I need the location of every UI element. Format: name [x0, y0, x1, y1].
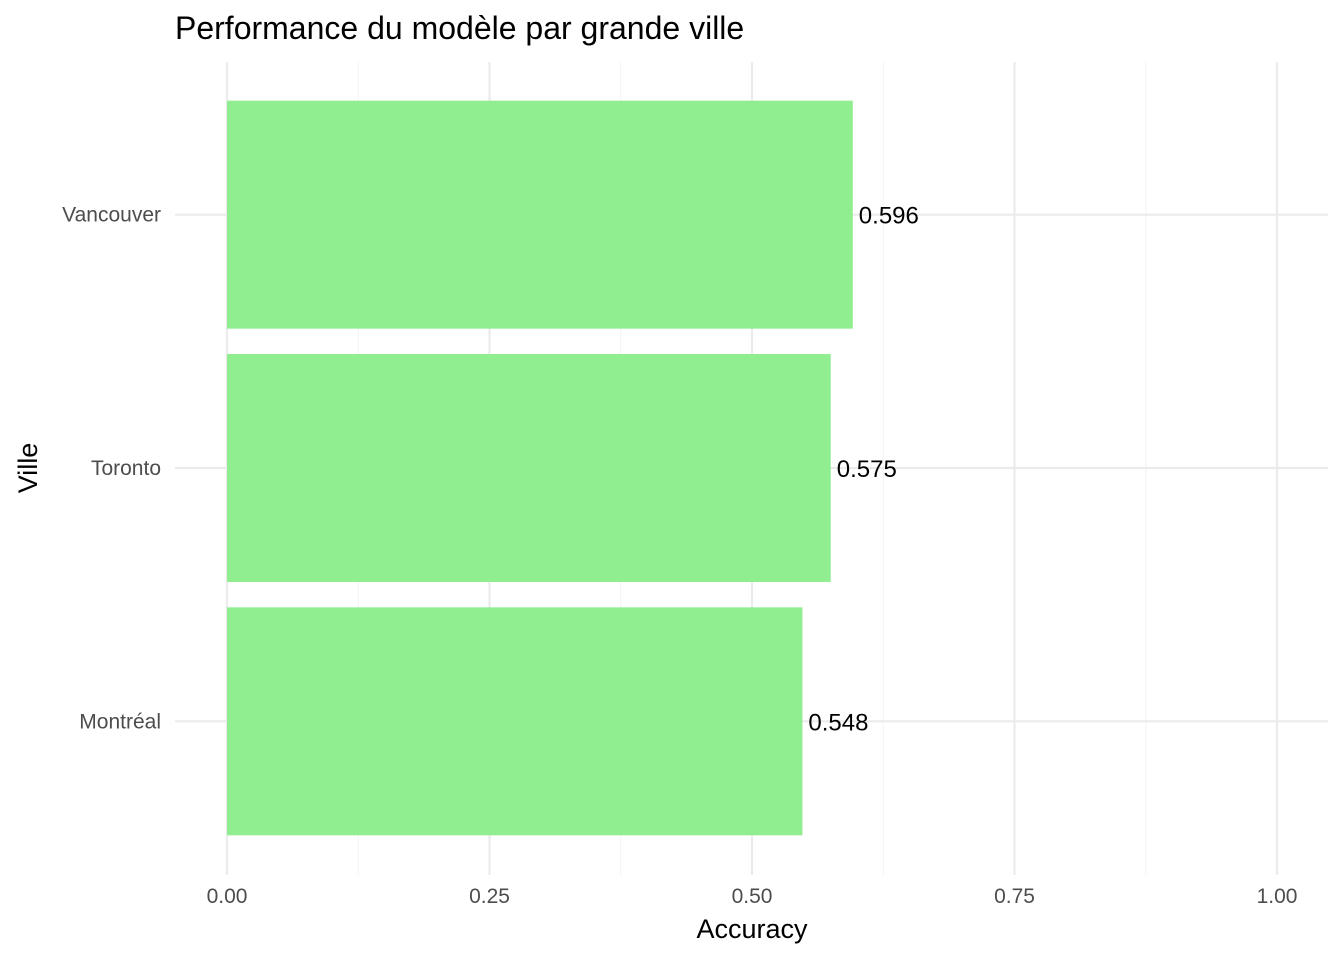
x-tick-label: 0.50	[732, 885, 773, 908]
data-label: 0.548	[808, 709, 868, 736]
x-tick-label: 0.00	[207, 885, 248, 908]
data-labels: 0.548 0.575 0.596	[808, 203, 918, 737]
bar-toronto	[227, 354, 831, 582]
x-tick-label: 1.00	[1257, 885, 1298, 908]
y-tick-label: Montréal	[79, 710, 161, 733]
y-tick-label: Vancouver	[62, 204, 161, 227]
y-tick-label: Toronto	[91, 457, 161, 480]
data-label: 0.575	[837, 456, 897, 483]
x-tick-label: 0.75	[994, 885, 1035, 908]
bar-montreal	[227, 607, 803, 836]
chart-title: Performance du modèle par grande ville	[175, 10, 745, 46]
bars	[227, 100, 853, 836]
bar-vancouver	[227, 100, 853, 329]
x-axis-title: Accuracy	[696, 914, 808, 944]
data-label: 0.596	[859, 203, 919, 230]
x-tick-label: 0.25	[469, 885, 510, 908]
x-axis-ticks: 0.00 0.25 0.50 0.75 1.00	[207, 885, 1298, 908]
y-axis-ticks: Montréal Toronto Vancouver	[62, 204, 161, 734]
y-axis-title: Ville	[13, 443, 43, 494]
